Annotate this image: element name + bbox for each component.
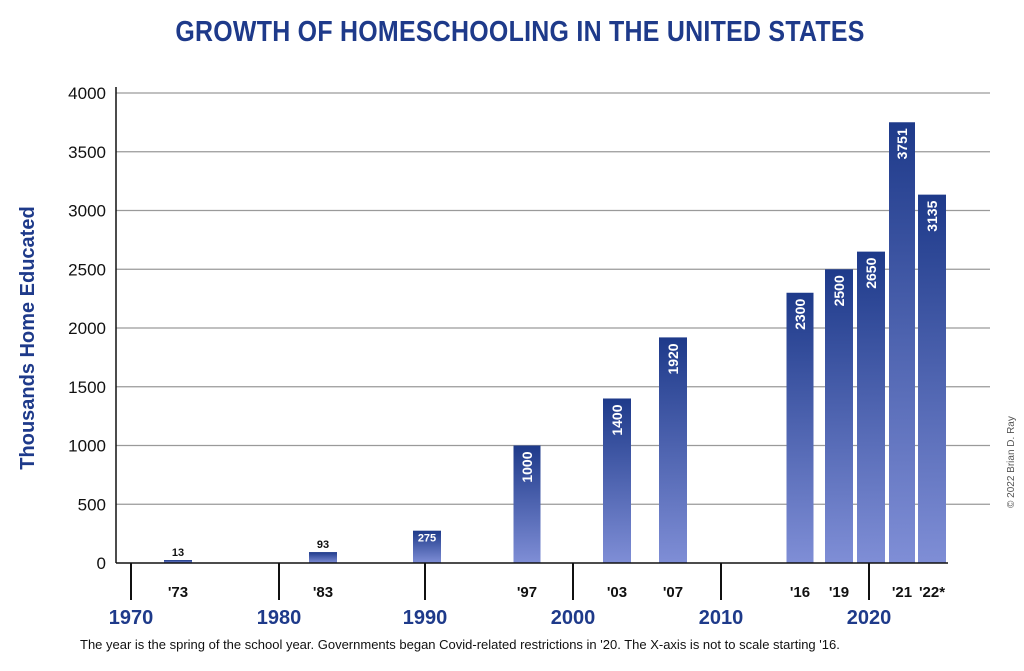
bar <box>309 552 337 563</box>
x-decade-label: 2000 <box>551 607 596 629</box>
x-axis: '73 '83 '97 '03 '07 '16 '19 '21 '22* 1970 1980 1990… <box>109 562 948 629</box>
gridlines <box>115 87 990 563</box>
bar-value-label: 1000 <box>519 451 535 482</box>
x-category-label: '19 <box>829 584 849 601</box>
y-tick-label: 1500 <box>68 378 106 397</box>
y-axis-label: Thousands Home Educated <box>17 206 39 469</box>
bar <box>825 269 853 563</box>
y-tick-labels: 0 500 1000 1500 2000 2500 3000 3500 4000 <box>68 84 106 573</box>
y-tick-label: 2500 <box>68 260 106 279</box>
x-decade-label: 1980 <box>257 607 302 629</box>
bar-value-label: 275 <box>418 533 436 545</box>
footnote: The year is the spring of the school yea… <box>80 637 840 652</box>
bar-value-label: 2500 <box>831 275 847 306</box>
bar <box>889 122 915 563</box>
x-category-label: '73 <box>168 584 188 601</box>
bar <box>603 398 631 563</box>
x-category-label: '16 <box>790 584 810 601</box>
bar-value-label: 3751 <box>894 128 910 159</box>
bar <box>857 251 885 563</box>
chart-title: GROWTH OF HOMESCHOOLING IN THE UNITED ST… <box>175 16 865 48</box>
x-category-label: '03 <box>607 584 627 601</box>
x-category-label: '83 <box>313 584 333 601</box>
bar-value-label: 13 <box>172 547 184 559</box>
y-tick-label: 3000 <box>68 202 106 221</box>
bar <box>164 560 192 563</box>
bar-value-label: 2650 <box>863 257 879 288</box>
x-decade-label: 1970 <box>109 607 154 629</box>
bar-value-label: 3135 <box>924 200 940 231</box>
x-decade-label: 2010 <box>699 607 744 629</box>
x-category-label: '22* <box>919 584 945 601</box>
bar <box>513 445 541 563</box>
copyright-notice: © 2022 Brian D. Ray <box>1006 416 1017 508</box>
bar-value-label: 1920 <box>665 343 681 374</box>
bar <box>413 530 441 563</box>
bar-value-label: 1400 <box>609 404 625 435</box>
x-category-label: '97 <box>517 584 537 601</box>
y-tick-label: 1000 <box>68 437 106 456</box>
bar-value-label: 2300 <box>792 299 808 330</box>
y-tick-label: 2000 <box>68 319 106 338</box>
bar <box>786 292 814 563</box>
x-decade-label: 1990 <box>403 607 448 629</box>
bar <box>918 194 946 563</box>
x-category-label: '07 <box>663 584 683 601</box>
bar <box>659 337 687 563</box>
y-tick-label: 3500 <box>68 143 106 162</box>
x-category-label: '21 <box>892 584 912 601</box>
bars: 13 93 275 1000 1400 1920 2300 2500 2650 3751 3135 <box>164 122 946 563</box>
y-tick-label: 0 <box>97 554 106 573</box>
bar-value-label: 93 <box>317 539 329 551</box>
y-tick-label: 500 <box>78 495 106 514</box>
y-tick-label: 4000 <box>68 84 106 103</box>
x-decade-label: 2020 <box>847 607 892 629</box>
